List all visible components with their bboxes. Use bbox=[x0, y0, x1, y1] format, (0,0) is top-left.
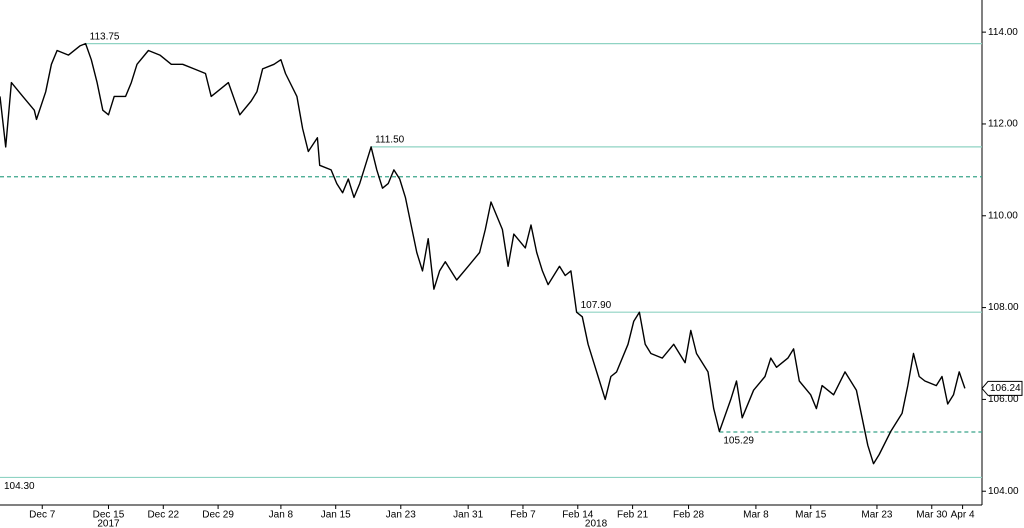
x-tick-label: Dec 22 bbox=[147, 510, 179, 521]
year-label: 2018 bbox=[585, 519, 608, 528]
x-tick-label: Jan 15 bbox=[321, 510, 351, 521]
x-tick-label: Dec 15 bbox=[93, 510, 125, 521]
level-label: 105.29 bbox=[723, 436, 754, 447]
x-tick-label: Mar 8 bbox=[743, 510, 769, 521]
y-tick-label: 104.00 bbox=[988, 486, 1019, 497]
level-label: 111.50 bbox=[375, 135, 405, 146]
x-tick-label: Jan 23 bbox=[386, 510, 416, 521]
x-tick-label: Mar 23 bbox=[861, 510, 893, 521]
y-tick-label: 108.00 bbox=[988, 302, 1019, 313]
y-tick-label: 112.00 bbox=[988, 119, 1018, 130]
level-label: 113.75 bbox=[90, 31, 120, 42]
x-tick-label: Feb 28 bbox=[673, 510, 705, 521]
x-tick-label: Jan 31 bbox=[453, 510, 483, 521]
x-tick-label: Mar 15 bbox=[795, 510, 827, 521]
level-label: 104.30 bbox=[4, 481, 35, 492]
x-tick-label: Mar 30 bbox=[916, 510, 948, 521]
y-tick-label: 114.00 bbox=[988, 27, 1018, 38]
x-tick-label: Dec 7 bbox=[29, 510, 56, 521]
last-price-label: 106.24 bbox=[990, 383, 1021, 394]
y-tick-label: 110.00 bbox=[988, 210, 1018, 221]
x-tick-label: Feb 21 bbox=[617, 510, 649, 521]
x-tick-label: Feb 7 bbox=[510, 510, 536, 521]
last-price-box bbox=[981, 380, 1023, 396]
price-line bbox=[0, 42, 966, 465]
y-tick-label: 106.00 bbox=[988, 394, 1019, 405]
level-label: 107.90 bbox=[581, 300, 612, 311]
x-tick-label: Apr 4 bbox=[951, 510, 975, 521]
x-tick-label: Dec 29 bbox=[202, 510, 234, 521]
year-label: 2017 bbox=[97, 519, 120, 528]
x-tick-label: Jan 8 bbox=[269, 510, 294, 521]
x-tick-label: Feb 14 bbox=[562, 510, 594, 521]
